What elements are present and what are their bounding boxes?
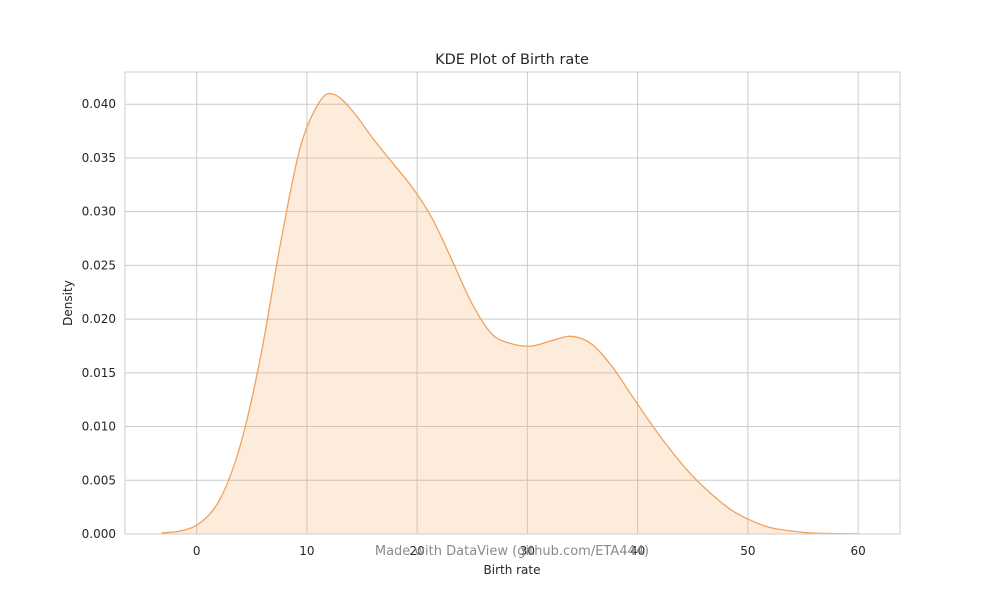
y-tick-label: 0.015 bbox=[82, 366, 116, 380]
y-tick-label: 0.025 bbox=[82, 258, 116, 272]
y-tick-label: 0.000 bbox=[82, 527, 116, 541]
x-tick-label: 50 bbox=[740, 544, 755, 558]
x-tick-label: 10 bbox=[299, 544, 314, 558]
y-tick-label: 0.005 bbox=[82, 473, 116, 487]
y-axis-title: Density bbox=[61, 280, 75, 326]
chart-title: KDE Plot of Birth rate bbox=[435, 52, 589, 68]
grid-layer bbox=[125, 72, 900, 535]
plot-frame bbox=[124, 71, 901, 535]
y-tick-label: 0.040 bbox=[82, 97, 116, 111]
x-tick-label: 60 bbox=[850, 544, 865, 558]
x-axis-title: Birth rate bbox=[484, 563, 541, 577]
x-tick-label: 30 bbox=[520, 544, 535, 558]
y-tick-label: 0.020 bbox=[82, 312, 116, 326]
y-tick-label: 0.030 bbox=[82, 205, 116, 219]
y-tick-label: 0.035 bbox=[82, 151, 116, 165]
x-tick-labels: 0 10 20 30 40 50 60 bbox=[193, 544, 866, 558]
kde-area-fill bbox=[161, 93, 861, 535]
x-tick-label: 40 bbox=[630, 544, 645, 558]
x-tick-label: 0 bbox=[193, 544, 201, 558]
area-layer bbox=[161, 92, 861, 535]
watermark-text: Made with DataView (github.com/ETA444) bbox=[375, 544, 649, 559]
kde-curve-line bbox=[161, 92, 861, 535]
x-tick-label: 20 bbox=[410, 544, 425, 558]
y-tick-label: 0.010 bbox=[82, 420, 116, 434]
y-tick-labels: 0.000 0.005 0.010 0.015 0.020 0.025 0.030 0.035… bbox=[82, 97, 116, 541]
